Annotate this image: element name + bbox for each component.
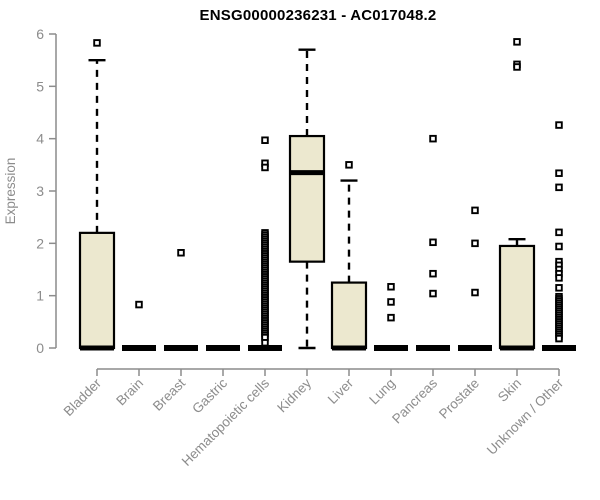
x-tick-label: Prostate (436, 376, 482, 422)
x-tick-label: Lung (366, 376, 398, 408)
zero-bar (458, 345, 492, 351)
boxplot-unknown-other (542, 121, 576, 351)
boxplot-pancreas (416, 134, 450, 351)
x-tick-label: Breast (150, 375, 188, 413)
x-tick-label: Kidney (274, 375, 314, 415)
outlier-point (429, 134, 437, 143)
boxplot-gastric (206, 345, 240, 351)
y-tick-label: 0 (36, 340, 44, 356)
outlier-point (135, 300, 143, 309)
box (498, 244, 536, 350)
y-tick-label: 3 (36, 183, 44, 199)
outlier-point (555, 228, 563, 237)
boxplot-brain (122, 300, 156, 351)
boxplot-bladder (78, 39, 116, 351)
outlier-point (555, 183, 563, 192)
box (288, 134, 326, 263)
x-tick-label: Bladder (61, 375, 105, 419)
outlier-point (387, 313, 395, 322)
outlier-point (261, 136, 269, 144)
y-tick-label: 4 (36, 131, 44, 147)
y-axis: 0 1 2 3 4 5 6 Expression (3, 26, 57, 356)
boxplot-lung (374, 283, 408, 351)
outlier-point (387, 298, 395, 306)
outlier-point (429, 238, 437, 247)
boxplot-breast (164, 249, 198, 351)
outlier-point (555, 169, 563, 177)
x-tick-label: Unknown / Other (484, 375, 567, 458)
x-tick-label: Liver (325, 375, 357, 407)
y-tick-label: 5 (36, 78, 44, 94)
y-axis-title: Expression (3, 158, 18, 225)
outlier-point (471, 239, 479, 248)
zero-bar (164, 345, 198, 351)
outlier-point (513, 38, 521, 46)
y-tick-label: 2 (36, 235, 44, 251)
outlier-point (261, 339, 269, 347)
outlier-point (387, 283, 395, 291)
outlier-point (429, 269, 437, 278)
zero-bar (416, 345, 450, 351)
zero-bar (206, 345, 240, 351)
x-tick-label: Pancreas (389, 375, 440, 426)
box (330, 281, 368, 350)
outlier-point (93, 39, 101, 47)
boxplot-skin (498, 38, 536, 351)
x-tick-label: Skin (495, 376, 524, 405)
outlier-point (345, 161, 353, 169)
outlier-point (555, 121, 563, 129)
zero-bar (248, 345, 282, 351)
outlier-point (261, 163, 269, 172)
outlier-point (471, 288, 479, 297)
outlier-point (471, 206, 479, 215)
zero-bar (122, 345, 156, 351)
outlier-point (429, 289, 437, 298)
zero-bar (374, 345, 408, 351)
boxplot-liver (330, 161, 368, 351)
outlier-point (513, 63, 521, 71)
boxplot-hematopoietic-cells (248, 136, 282, 351)
x-tick-label: Gastric (189, 375, 230, 416)
boxplot-prostate (458, 206, 492, 351)
boxplot-kidney (288, 48, 326, 350)
outlier-point (555, 242, 563, 251)
outlier-point (555, 334, 563, 343)
x-tick-label: Brain (113, 376, 146, 409)
y-tick-label: 6 (36, 26, 44, 42)
outlier-point (555, 284, 563, 292)
outlier-point (555, 274, 563, 282)
box (78, 231, 116, 350)
y-tick-label: 1 (36, 288, 44, 304)
outlier-point (177, 249, 185, 257)
zero-bar (542, 345, 576, 351)
chart-title: ENSG00000236231 - AC017048.2 (199, 7, 437, 24)
